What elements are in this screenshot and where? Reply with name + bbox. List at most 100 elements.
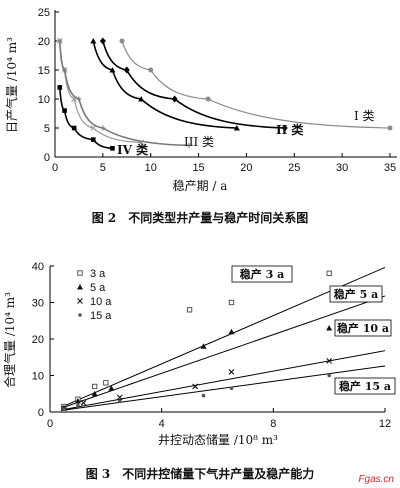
- chart1-class-label-2: III 类: [184, 135, 214, 149]
- chart1-y-tick-label: 20: [38, 36, 50, 48]
- chart1-series-1-point: [99, 37, 106, 45]
- chart1-y-tick-label: 15: [38, 65, 50, 77]
- chart2-series-2-point: [326, 358, 333, 364]
- chart1-class-label-1: II 类: [276, 122, 304, 137]
- chart2-legend-marker-3: [78, 313, 82, 317]
- chart2-series-3-point: [117, 399, 122, 403]
- chart1-series-3-point: [62, 108, 67, 113]
- chart2-series-1-point: [326, 325, 333, 331]
- chart2-series-3-point: [327, 373, 331, 378]
- chart1-extra-series-0-point: [109, 67, 116, 73]
- chart1-x-tick-label: 30: [336, 162, 348, 174]
- chart2-line-label-box-2: [334, 319, 392, 337]
- chart2-series-1-point: [200, 343, 207, 349]
- chart1-extra-series-1-point: [186, 142, 192, 148]
- chart1-x-tick-label: 35: [384, 162, 396, 174]
- chart2: 0 10 20 30 40 0 4 8 12 井控动态储量 /10⁸ m³ 合理气量 /10⁴…: [2, 261, 396, 485]
- chart2-x-axis-title: 井控动态储量 /10⁸ m³: [158, 432, 278, 447]
- chart2-x-ticks: 0 4 8 12: [47, 408, 391, 430]
- chart1-extra-series-1-point: [76, 96, 82, 102]
- chart2-series-3-point: [201, 393, 206, 398]
- chart2-y-tick-label: 0: [38, 407, 44, 419]
- chart1-series-2-point: [90, 125, 97, 131]
- chart2-line-labels: 稳产 3 a 稳产 5 a 稳产 10 a 稳产 15 a: [231, 265, 396, 395]
- chart1-extra-series-1-line: [58, 40, 190, 147]
- chart2-y-tick-label: 20: [32, 334, 44, 346]
- chart1-extra-series-0-point: [90, 38, 97, 44]
- chart2-series-3-point: [229, 386, 234, 391]
- chart2-series-0-point: [228, 299, 235, 306]
- chart2-line-label-2: 稳产 10 a: [337, 321, 389, 335]
- chart2-y-tick-label: 40: [32, 261, 44, 273]
- chart1-series-3-point: [90, 137, 96, 142]
- chart1-series-0-point: [205, 96, 211, 102]
- chart2-series-0-point: [186, 307, 193, 313]
- chart2-line-label-box-0: [231, 265, 293, 283]
- chart2-points: [60, 270, 333, 412]
- chart1-caption: 图 2 不同类型井产量与稳产时间关系图: [92, 210, 309, 225]
- chart1-series-group: [56, 37, 393, 151]
- chart1-extra-series-1-point: [100, 125, 106, 131]
- chart2-series-2-point: [116, 394, 123, 401]
- chart1-series-0-line: [121, 40, 391, 129]
- chart2-line-label-3: 稳产 15 a: [339, 379, 391, 393]
- chart1-y-axis-title: 日产气量 /10⁴ m³: [4, 37, 19, 133]
- chart1-series-1-line: [102, 40, 285, 129]
- chart2-legend: 3 a 5 a 10 a 15 a: [77, 268, 112, 322]
- chart1-x-tick-label: 15: [192, 162, 204, 174]
- chart2-legend-label-0: 3 a: [90, 268, 106, 280]
- chart1-x-tick-label: 20: [240, 162, 252, 174]
- chart1-series-3-point: [57, 85, 63, 90]
- chart1-x-tick-label: 5: [100, 162, 106, 174]
- chart2-series-2-point: [80, 399, 87, 406]
- chart2-line-label-box-1: [329, 285, 383, 303]
- chart2-line-label-box-3: [334, 377, 396, 395]
- chart2-fit-line-2: [61, 350, 386, 411]
- chart2-y-ticks: 0 10 20 30 40: [32, 261, 54, 419]
- chart1-y-tick-label: 10: [38, 94, 50, 106]
- chart1-series-3-point: [110, 146, 115, 151]
- chart1-y-tick-label: 5: [44, 123, 50, 135]
- chart2-caption: 图 3 不同井控储量下气井产量及稳产能力: [86, 466, 315, 481]
- chart1-series-1-point: [281, 124, 288, 132]
- chart2-series-0-point: [92, 383, 98, 390]
- chart1-series-0-point: [148, 67, 154, 73]
- chart1-extra-series-0-point: [233, 125, 240, 131]
- chart1-extra-series-1-point: [62, 67, 68, 73]
- chart1-x-tick-label: 25: [288, 162, 300, 174]
- chart1-x-tick-label: 0: [52, 162, 58, 174]
- chart1-series-0-point: [387, 125, 393, 131]
- chart2-x-tick-label: 12: [379, 418, 391, 430]
- chart1-extra-series-1-point: [57, 38, 63, 44]
- chart2-series-1-point: [228, 328, 235, 335]
- chart1-x-axis-title: 稳产期 / a: [173, 178, 228, 193]
- chart1-series-0-point: [119, 38, 125, 44]
- chart2-x-tick-label: 4: [159, 418, 165, 430]
- chart1-series-1-point: [171, 95, 178, 103]
- chart2-series-3-point: [76, 403, 80, 408]
- chart2-y-axis-title: 合理气量 /10⁴ m³: [2, 292, 17, 388]
- chart2-line-label-0: 稳产 3 a: [240, 267, 284, 281]
- chart2-x-tick-label: 0: [47, 418, 53, 430]
- chart1-y-tick-label: 0: [44, 152, 50, 164]
- chart2-line-label-1: 稳产 5 a: [334, 287, 378, 301]
- chart1-class-label-3: IV 类: [117, 142, 149, 157]
- chart1-series-3-point: [71, 125, 77, 131]
- chart1-class-label-0: I 类: [354, 109, 375, 123]
- chart2-series-1-point: [91, 390, 98, 397]
- chart2-legend-label-2: 10 a: [90, 296, 112, 308]
- chart1-series-1-point: [123, 66, 130, 74]
- chart2-series-2-point: [192, 383, 199, 390]
- chart2-series-3-point: [62, 407, 66, 411]
- chart2-series-2-point: [228, 368, 235, 375]
- chart2-series-1-point: [108, 385, 115, 391]
- chart2-legend-marker-1: [77, 284, 83, 290]
- chart1-extra-series-0-point: [138, 96, 145, 102]
- chart1: 0 5 10 15 20 25 0 5 10 15 20 25 30 35 稳产期 / a 日产气量 /…: [4, 7, 397, 225]
- chart2-legend-label-1: 5 a: [90, 282, 106, 294]
- chart1-y-ticks: 0 5 10 15 20 25: [38, 7, 59, 164]
- chart1-extra-series-0-line: [92, 40, 237, 129]
- chart2-series-0-point: [103, 380, 109, 386]
- watermark: Fgas.cn: [358, 474, 394, 485]
